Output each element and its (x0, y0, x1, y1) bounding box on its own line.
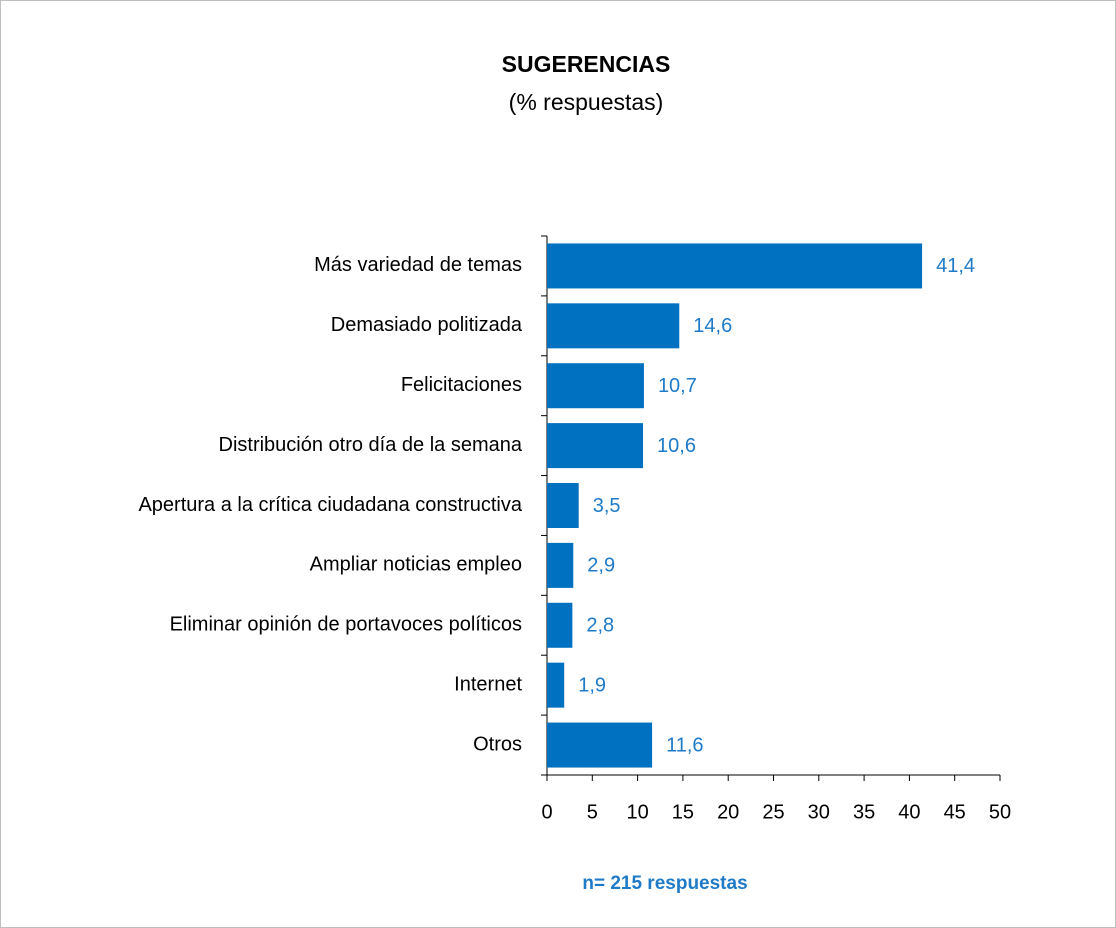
x-tick-label: 30 (808, 801, 830, 823)
bar (547, 363, 644, 409)
data-label: 1,9 (578, 674, 606, 696)
x-tick-label: 0 (541, 801, 552, 823)
x-tick-label: 20 (717, 801, 739, 823)
bar (547, 662, 565, 708)
bar (547, 423, 644, 469)
data-label: 10,7 (658, 375, 697, 397)
data-label: 41,4 (936, 255, 975, 277)
y-tick-label: Eliminar opinión de portavoces políticos (170, 614, 522, 636)
chart-title: SUGERENCIAS (502, 51, 671, 77)
y-tick-label: Felicitaciones (401, 374, 522, 396)
y-tick-label: Apertura a la crítica ciudadana construc… (138, 494, 522, 516)
x-tick-label: 5 (587, 801, 598, 823)
bar (547, 602, 573, 648)
x-tick-label: 35 (853, 801, 875, 823)
y-tick-label: Más variedad de temas (314, 254, 522, 276)
x-tick-label: 25 (762, 801, 784, 823)
y-tick-label: Ampliar noticias empleo (310, 554, 522, 576)
bar (547, 722, 653, 768)
footnote: n= 215 respuestas (582, 873, 747, 894)
x-tick-label: 10 (626, 801, 648, 823)
data-label: 11,6 (666, 734, 703, 756)
bar (547, 303, 680, 349)
chart-subtitle: (% respuestas) (509, 89, 664, 115)
bar (547, 542, 574, 588)
data-label: 14,6 (693, 315, 732, 337)
y-tick-label: Internet (454, 673, 522, 695)
data-label: 2,8 (586, 615, 614, 637)
y-tick-label: Demasiado politizada (331, 314, 523, 336)
data-label: 10,6 (657, 435, 696, 457)
x-tick-label: 15 (672, 801, 694, 823)
x-tick-label: 50 (989, 801, 1011, 823)
x-tick-label: 40 (898, 801, 920, 823)
y-tick-label: Distribución otro día de la semana (219, 434, 523, 456)
bar (547, 243, 923, 289)
bar (547, 483, 579, 528)
y-tick-label: Otros (473, 733, 522, 755)
data-label: 3,5 (593, 495, 621, 517)
data-label: 2,9 (587, 555, 615, 577)
x-tick-label: 45 (944, 801, 966, 823)
